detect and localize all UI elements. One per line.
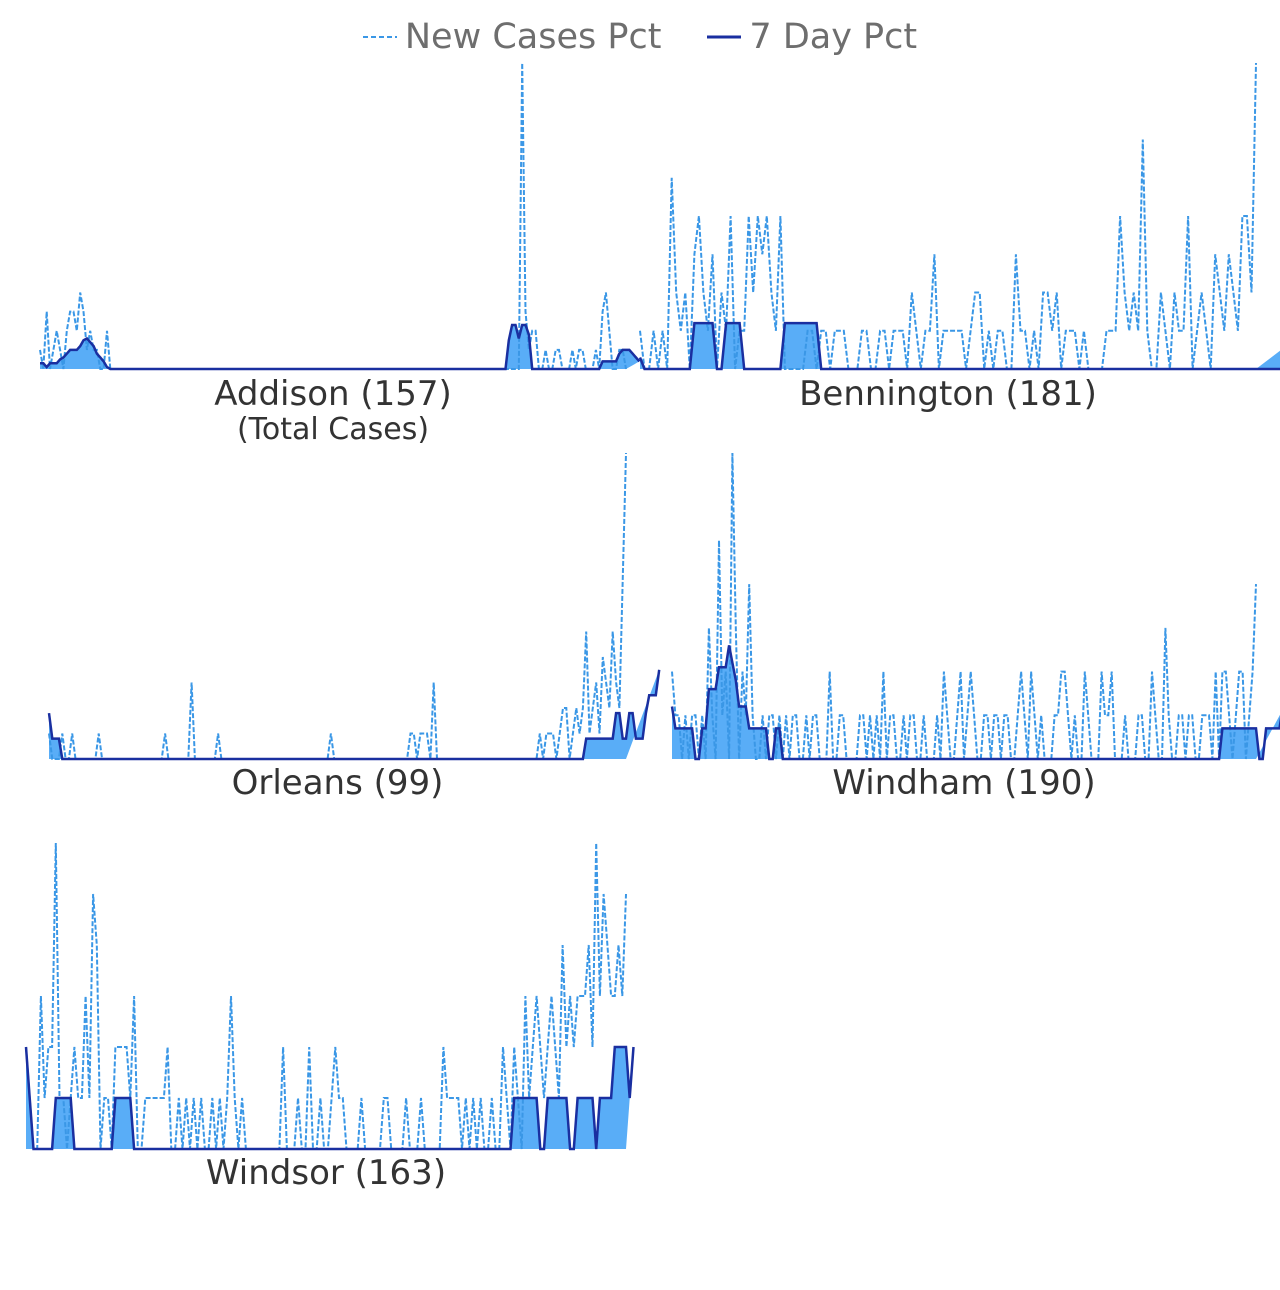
new-cases-line-windham — [671, 452, 1257, 760]
seven-day-line-orleans — [47, 669, 661, 761]
seven-day-line-addison — [40, 323, 641, 371]
seven-day-line-windham — [670, 645, 1280, 761]
panel-title-bennington: Bennington (181) — [799, 374, 1097, 414]
panel-orleans: Orleans (99) — [47, 452, 661, 803]
panel-addison: Addison (157)(Total Cases) — [39, 62, 641, 447]
legend-item-seven-day[interactable]: 7 Day Pct — [707, 17, 917, 57]
seven-day-area-windham — [672, 645, 1280, 759]
legend: New Cases Pct 7 Day Pct — [0, 14, 1280, 60]
legend-label-seven-day: 7 Day Pct — [749, 17, 918, 57]
new-cases-line-orleans — [48, 452, 627, 760]
seven-day-line-windsor — [24, 1045, 635, 1151]
panel-subtitle-addison: (Total Cases) — [237, 412, 429, 447]
panel-windham: Windham (190) — [670, 452, 1280, 803]
panel-title-addison: Addison (157) — [214, 374, 452, 414]
legend-label-new-cases: New Cases Pct — [404, 17, 662, 57]
seven-day-area-orleans — [49, 669, 660, 759]
new-cases-swatch — [362, 36, 397, 38]
panel-windsor: Windsor (163) — [24, 842, 635, 1193]
seven-day-area-bennington — [640, 323, 1280, 369]
seven-day-swatch — [707, 35, 742, 39]
panel-title-windham: Windham (190) — [832, 763, 1095, 803]
panel-bennington: Bennington (181) — [638, 62, 1280, 414]
seven-day-line-bennington — [638, 321, 1280, 371]
panel-title-windsor: Windsor (163) — [206, 1153, 446, 1193]
legend-item-new-cases[interactable]: New Cases Pct — [362, 17, 662, 57]
new-cases-line-addison — [39, 62, 627, 370]
panel-title-orleans: Orleans (99) — [232, 763, 444, 803]
seven-day-area-addison — [40, 325, 640, 369]
